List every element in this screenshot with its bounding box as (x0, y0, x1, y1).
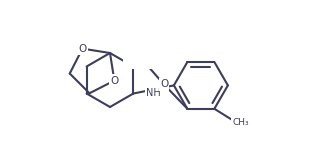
Text: methoxy: methoxy (124, 58, 158, 67)
Text: CH₃: CH₃ (233, 118, 249, 127)
Text: O: O (160, 80, 168, 89)
Text: NH: NH (146, 88, 161, 98)
Text: O: O (78, 44, 86, 54)
Text: O: O (110, 76, 119, 86)
